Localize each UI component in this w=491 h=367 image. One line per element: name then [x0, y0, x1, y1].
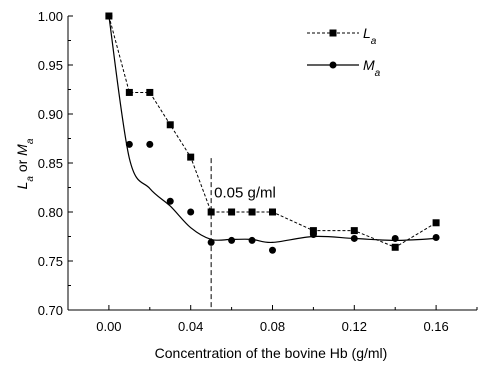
circle-marker [228, 236, 236, 244]
square-marker [166, 121, 174, 129]
y-axis-label: La or Ma [14, 138, 36, 189]
legend-item: La [307, 25, 377, 47]
circle-marker [432, 233, 440, 241]
circle-marker [125, 140, 133, 148]
legend-label: La [363, 25, 377, 47]
x-tick-label: 0.16 [423, 319, 448, 334]
y-tick-label: 0.85 [38, 156, 63, 171]
y-tick-label: 0.75 [38, 254, 63, 269]
circle-marker [391, 234, 399, 242]
series-layer [105, 12, 440, 254]
series-la [105, 12, 440, 251]
y-tick-label: 1.00 [38, 9, 63, 24]
circle-marker [146, 140, 154, 148]
square-marker [391, 243, 399, 251]
square-marker [125, 88, 133, 96]
x-axis-label: Concentration of the bovine Hb (g/ml) [155, 345, 388, 361]
square-marker [350, 227, 358, 235]
ticks: 0.70 0.75 0.80 0.85 0.90 0.95 1.00 0.00 0.04 0.08… [38, 9, 478, 334]
legend: La Ma [307, 25, 381, 79]
series-line [108, 15, 437, 244]
y-tick-label: 0.80 [38, 205, 63, 220]
circle-marker [269, 246, 276, 254]
square-marker [432, 219, 440, 227]
x-tick-label: 0.08 [260, 319, 285, 334]
legend-label: Ma [363, 57, 381, 79]
y-tick-label: 0.95 [38, 58, 63, 73]
square-marker [309, 227, 317, 235]
annotation-layer: 0.05 g/ml [210, 158, 276, 310]
square-marker [187, 153, 195, 161]
square-marker [248, 208, 256, 216]
circle-marker [329, 61, 337, 69]
circle-marker [187, 208, 195, 216]
vline-annotation: 0.05 g/ml [214, 184, 276, 201]
circle-marker [166, 197, 174, 205]
circle-marker [248, 236, 256, 244]
circle-marker [350, 234, 358, 242]
square-marker [269, 208, 276, 216]
x-tick-label: 0.00 [96, 319, 121, 334]
square-marker [146, 88, 154, 96]
circle-marker [309, 231, 317, 239]
square-marker [228, 208, 236, 216]
y-tick-label: 0.70 [38, 303, 63, 318]
square-marker [207, 208, 215, 216]
axes [67, 16, 477, 311]
circle-marker [105, 12, 113, 20]
y-tick-label: 0.90 [38, 107, 63, 122]
x-tick-label: 0.12 [342, 319, 367, 334]
legend-item: Ma [307, 57, 381, 79]
x-tick-label: 0.04 [178, 319, 203, 334]
series-ma [105, 12, 440, 254]
square-marker [329, 29, 337, 37]
